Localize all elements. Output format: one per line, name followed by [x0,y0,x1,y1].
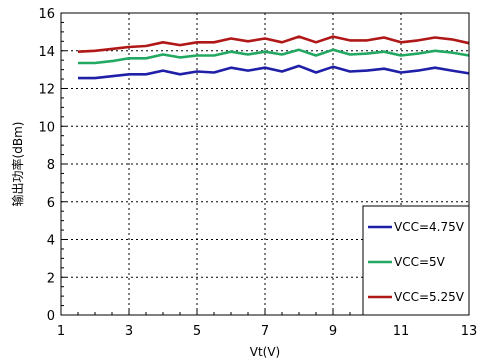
y-tick-label: 2 [47,271,55,286]
x-tick-label: 9 [329,324,337,339]
x-tick-label: 1 [57,324,65,339]
y-tick-label: 16 [38,7,55,22]
series-line-2 [78,48,470,65]
series-line-3 [77,35,470,53]
series-layer [77,35,470,80]
legend-label-3: VCC=5.25V [394,290,465,304]
plot-frame [60,12,470,316]
y-tick-labels: 0 2 4 6 8 10 12 14 16 [38,7,55,324]
y-tick-label: 4 [47,234,55,249]
y-tick-label: 12 [38,83,55,98]
legend: VCC=4.75V VCC=5V VCC=5.25V [362,205,470,316]
x-tick-label: 7 [261,324,269,339]
x-tick-label: 11 [393,324,410,339]
legend-label-1: VCC=4.75V [394,220,465,234]
y-tick-label: 0 [47,309,55,324]
y-tick-label: 14 [38,45,55,60]
y-tick-label: 10 [38,120,55,135]
x-tick-label: 3 [125,324,133,339]
x-tick-labels: 1 3 5 7 9 11 13 [57,324,477,339]
y-tick-label: 6 [47,196,55,211]
y-tick-label: 8 [47,158,55,173]
x-axis-title: Vt(V) [250,345,281,359]
series-line-1 [78,64,470,80]
legend-label-2: VCC=5V [394,255,446,269]
y-axis-title: 输出功率(dBm) [10,122,25,207]
x-tick-label: 13 [461,324,478,339]
x-tick-label: 5 [193,324,201,339]
